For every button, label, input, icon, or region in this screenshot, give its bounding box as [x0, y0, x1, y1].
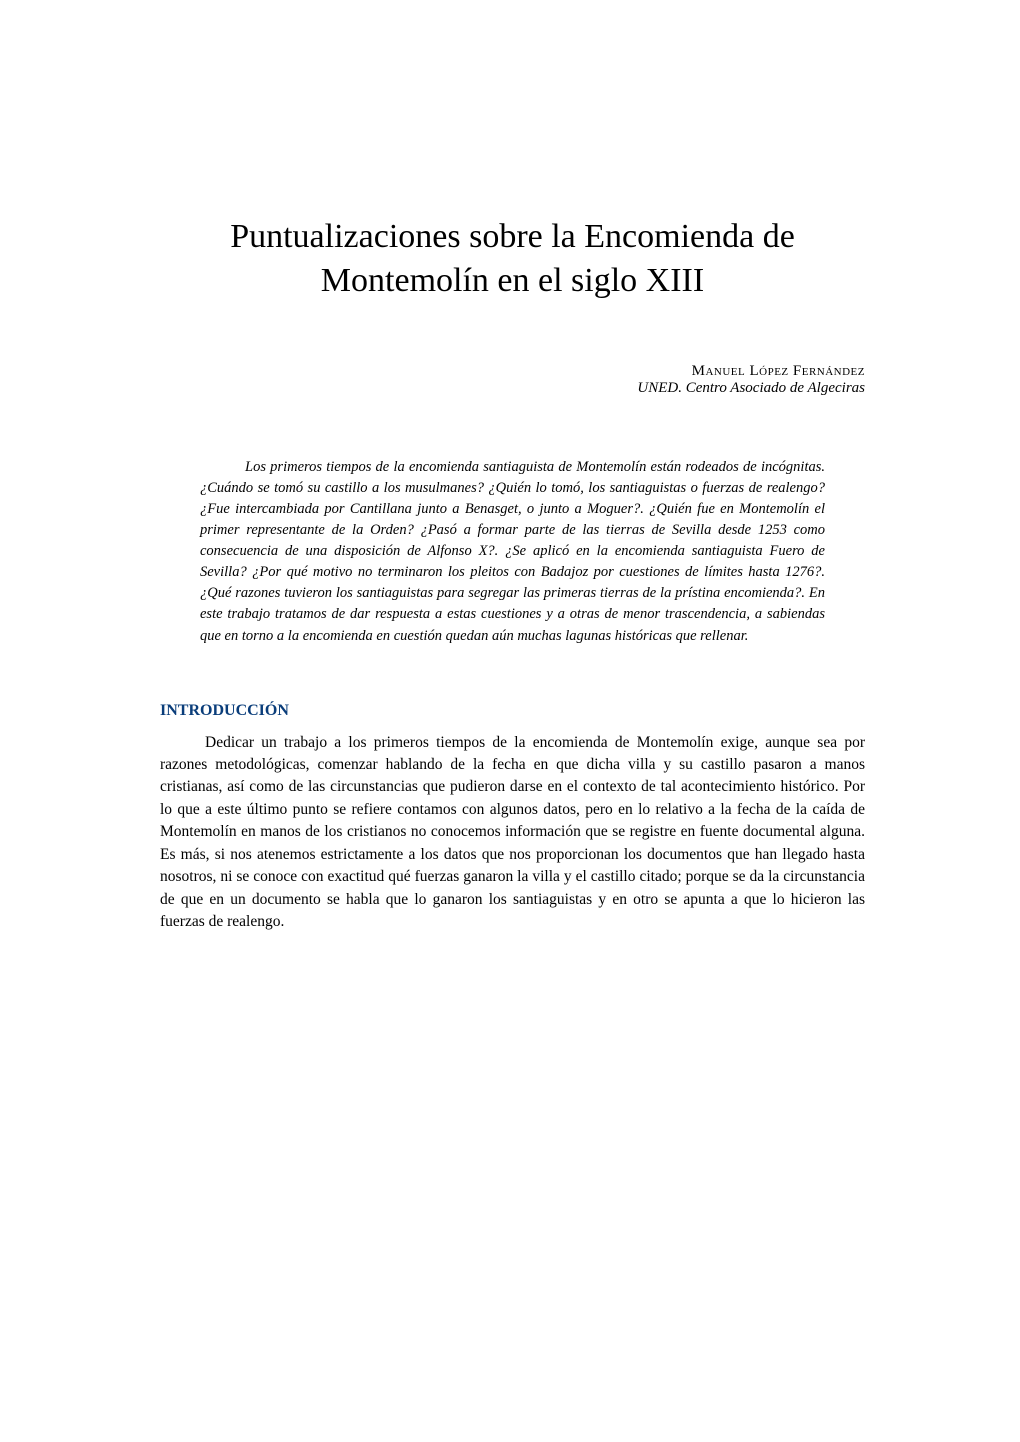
abstract-text: Los primeros tiempos de la encomienda sa…: [200, 457, 825, 646]
abstract-content: Los primeros tiempos de la encomienda sa…: [200, 459, 825, 643]
body-content: Dedicar un trabajo a los primeros tiempo…: [160, 734, 865, 931]
section-heading: INTRODUCCIÓN: [160, 702, 865, 720]
paper-title: Puntualizaciones sobre la Encomienda de …: [160, 215, 865, 303]
author-affiliation: UNED. Centro Asociado de Algeciras: [160, 380, 865, 397]
author-block: Manuel López Fernández UNED. Centro Asoc…: [160, 363, 865, 397]
body-paragraph: Dedicar un trabajo a los primeros tiempo…: [160, 732, 865, 934]
author-name: Manuel López Fernández: [160, 363, 865, 380]
